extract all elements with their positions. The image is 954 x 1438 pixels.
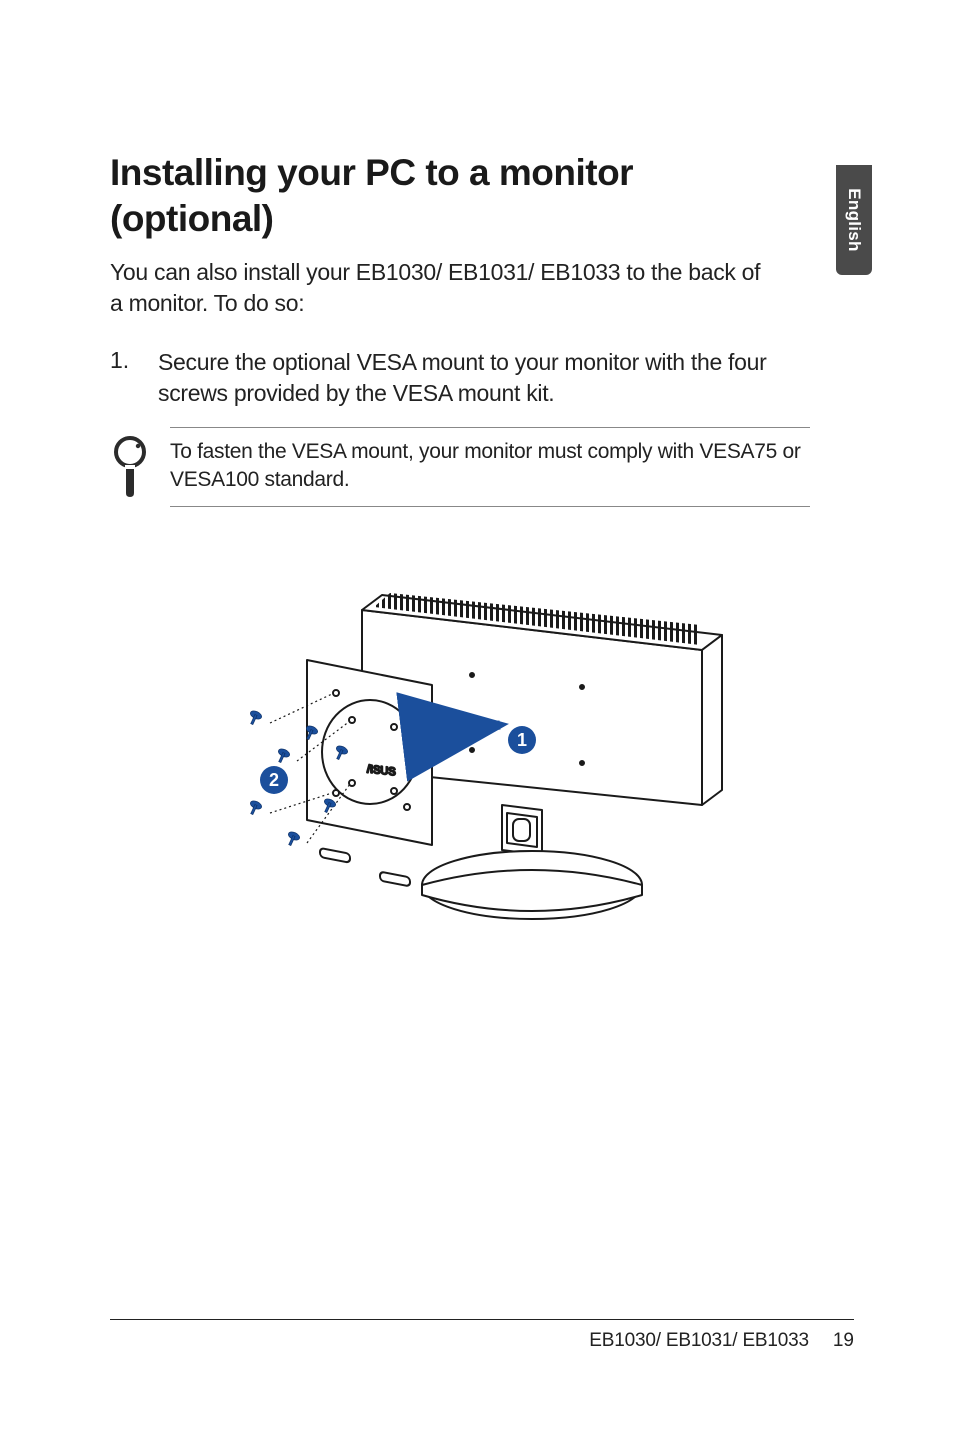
diagram-wrap: /ISUS [110,555,854,945]
step-text: Secure the optional VESA mount to your m… [158,347,790,409]
note-text: To fasten the VESA mount, your monitor m… [170,438,810,495]
language-tab: English [836,165,872,275]
magnifier-icon [110,435,152,499]
language-tab-label: English [844,188,864,252]
callout-2: 2 [260,766,288,794]
callout-1: 1 [508,726,536,754]
svg-text:1: 1 [517,730,527,750]
page-title: Installing your PC to a monitor (optiona… [110,150,750,243]
footer: EB1030/ EB1031/ EB1033 19 [110,1319,854,1352]
footer-model: EB1030/ EB1031/ EB1033 [589,1330,809,1352]
intro-text: You can also install your EB1030/ EB1031… [110,257,770,319]
step-1: 1. Secure the optional VESA mount to you… [110,347,790,409]
note: To fasten the VESA mount, your monitor m… [110,427,810,508]
footer-page-number: 19 [833,1330,854,1352]
note-text-wrap: To fasten the VESA mount, your monitor m… [170,427,810,508]
step-number: 1. [110,347,130,409]
svg-text:2: 2 [269,770,279,790]
page: English Installing your PC to a monitor … [0,0,954,1438]
vesa-mount-diagram: /ISUS [202,555,762,945]
